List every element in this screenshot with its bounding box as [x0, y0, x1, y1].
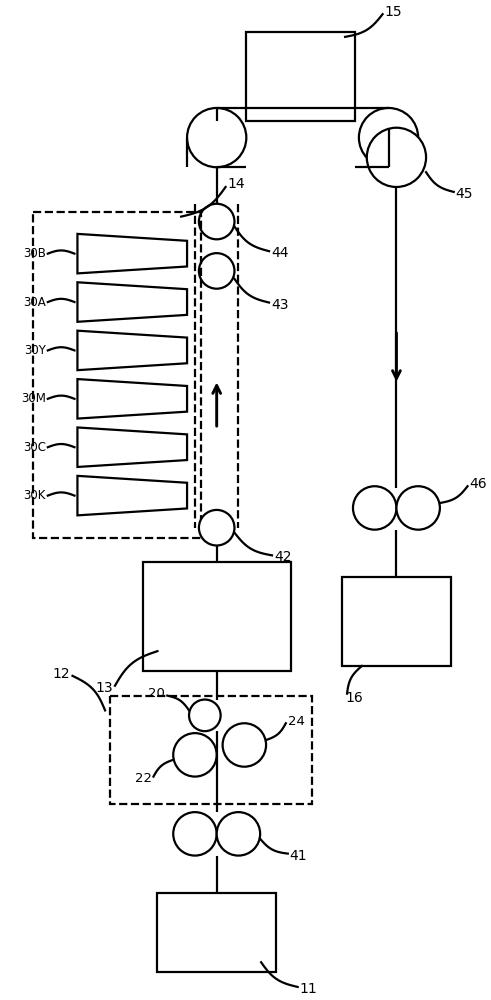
Text: 14: 14 [227, 177, 245, 191]
Text: 30M: 30M [21, 392, 46, 405]
Bar [342, 577, 451, 666]
Text: 24: 24 [288, 715, 305, 728]
Text: 20: 20 [148, 687, 165, 700]
Circle shape [187, 108, 246, 167]
Text: 46: 46 [469, 477, 487, 491]
Text: 30B: 30B [23, 247, 46, 260]
Bar [246, 32, 355, 121]
Text: 11: 11 [300, 982, 317, 996]
Circle shape [173, 733, 217, 777]
Text: 15: 15 [384, 5, 402, 19]
Bar [110, 696, 312, 804]
Text: 45: 45 [456, 187, 473, 201]
Text: 30C: 30C [23, 441, 46, 454]
Polygon shape [78, 476, 187, 515]
Text: 16: 16 [345, 691, 363, 705]
Polygon shape [78, 331, 187, 370]
Circle shape [217, 812, 260, 856]
Circle shape [222, 723, 266, 767]
Bar [158, 893, 276, 972]
Circle shape [367, 128, 426, 187]
Circle shape [199, 510, 235, 545]
Circle shape [353, 486, 396, 530]
Circle shape [173, 812, 217, 856]
Bar [33, 212, 201, 538]
Polygon shape [78, 379, 187, 419]
Circle shape [396, 486, 440, 530]
Text: 12: 12 [53, 667, 71, 681]
Polygon shape [78, 427, 187, 467]
Polygon shape [78, 234, 187, 273]
Polygon shape [78, 282, 187, 322]
Text: 43: 43 [271, 298, 289, 312]
Circle shape [359, 108, 418, 167]
Circle shape [199, 253, 235, 289]
Bar [142, 562, 291, 671]
Text: 42: 42 [274, 550, 292, 564]
Text: 44: 44 [271, 246, 289, 260]
Text: 41: 41 [290, 849, 307, 863]
Text: 30K: 30K [24, 489, 46, 502]
Circle shape [199, 204, 235, 239]
Text: 30A: 30A [23, 296, 46, 309]
Text: 13: 13 [95, 681, 113, 695]
Circle shape [189, 700, 220, 731]
Text: 30Y: 30Y [24, 344, 46, 357]
Text: 22: 22 [135, 772, 152, 785]
